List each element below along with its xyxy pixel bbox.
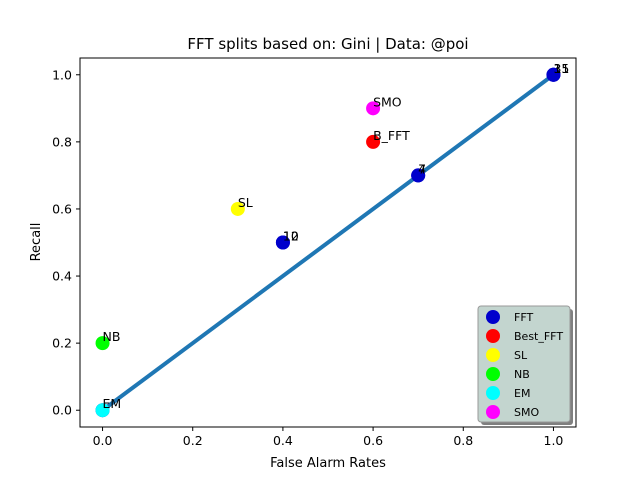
x-tick-label: 0.8 bbox=[453, 433, 473, 448]
point-best-fft-0 bbox=[366, 134, 381, 149]
legend: FFT Best_FFT SL NB EM SMO bbox=[477, 305, 573, 425]
plot-frame bbox=[79, 57, 577, 428]
legend-marker-fft bbox=[486, 310, 500, 324]
x-axis-label: False Alarm Rates bbox=[270, 456, 386, 471]
legend-label-best-fft: Best_FFT bbox=[514, 330, 563, 343]
point-label-em-0: EM bbox=[103, 396, 122, 411]
diagonal-line bbox=[101, 73, 555, 412]
y-tick-label: 0.0 bbox=[52, 403, 72, 418]
legend-label-smo: SMO bbox=[514, 406, 539, 419]
point-label-fft-2: 12 bbox=[283, 229, 299, 244]
point-label-best-fft-0: B_FFT bbox=[373, 128, 410, 143]
y-axis-label: Recall bbox=[29, 223, 44, 262]
point-label-fft-7: 3 bbox=[553, 61, 561, 76]
point-smo-0 bbox=[366, 101, 381, 116]
point-sl-0 bbox=[230, 201, 245, 216]
point-label-fft-3: 4 bbox=[418, 161, 426, 176]
legend-label-sl: SL bbox=[514, 349, 528, 362]
y-tick-label: 1.0 bbox=[52, 67, 72, 82]
y-tick-label: 0.4 bbox=[52, 269, 72, 284]
point-nb-0 bbox=[95, 336, 110, 351]
legend-box bbox=[477, 305, 571, 423]
legend-marker-nb bbox=[486, 367, 500, 381]
legend-marker-best-fft bbox=[486, 329, 500, 343]
x-tick-label: 0.0 bbox=[93, 433, 113, 448]
point-label-nb-0: NB bbox=[103, 329, 121, 344]
y-tick-label: 0.2 bbox=[52, 336, 72, 351]
y-tick-label: 0.6 bbox=[52, 201, 72, 216]
point-fft-7 bbox=[546, 67, 561, 82]
legend-label-em: EM bbox=[514, 387, 530, 400]
point-label-fft-4: 7 bbox=[418, 161, 426, 176]
legend-marker-sl bbox=[486, 348, 500, 362]
chart-title: FFT splits based on: Gini | Data: @poi bbox=[187, 35, 468, 53]
point-em-0 bbox=[95, 403, 110, 418]
point-label-fft-1: 10 bbox=[283, 229, 299, 244]
point-label-fft-5: 15 bbox=[553, 61, 569, 76]
x-tick-label: 0.4 bbox=[273, 433, 293, 448]
legend-marker-smo bbox=[486, 405, 500, 419]
point-fft-4 bbox=[411, 168, 426, 183]
point-label-smo-0: SMO bbox=[373, 94, 402, 109]
x-tick-label: 0.2 bbox=[183, 433, 203, 448]
x-tick-label: 1.0 bbox=[544, 433, 564, 448]
x-tick-label: 0.6 bbox=[363, 433, 383, 448]
legend-marker-em bbox=[486, 386, 500, 400]
point-label-sl-0: SL bbox=[238, 195, 253, 210]
legend-label-nb: NB bbox=[514, 368, 530, 381]
legend-label-fft: FFT bbox=[514, 311, 533, 324]
point-fft-2 bbox=[275, 235, 290, 250]
y-tick-label: 0.8 bbox=[52, 134, 72, 149]
point-label-fft-6: 11 bbox=[553, 61, 569, 76]
